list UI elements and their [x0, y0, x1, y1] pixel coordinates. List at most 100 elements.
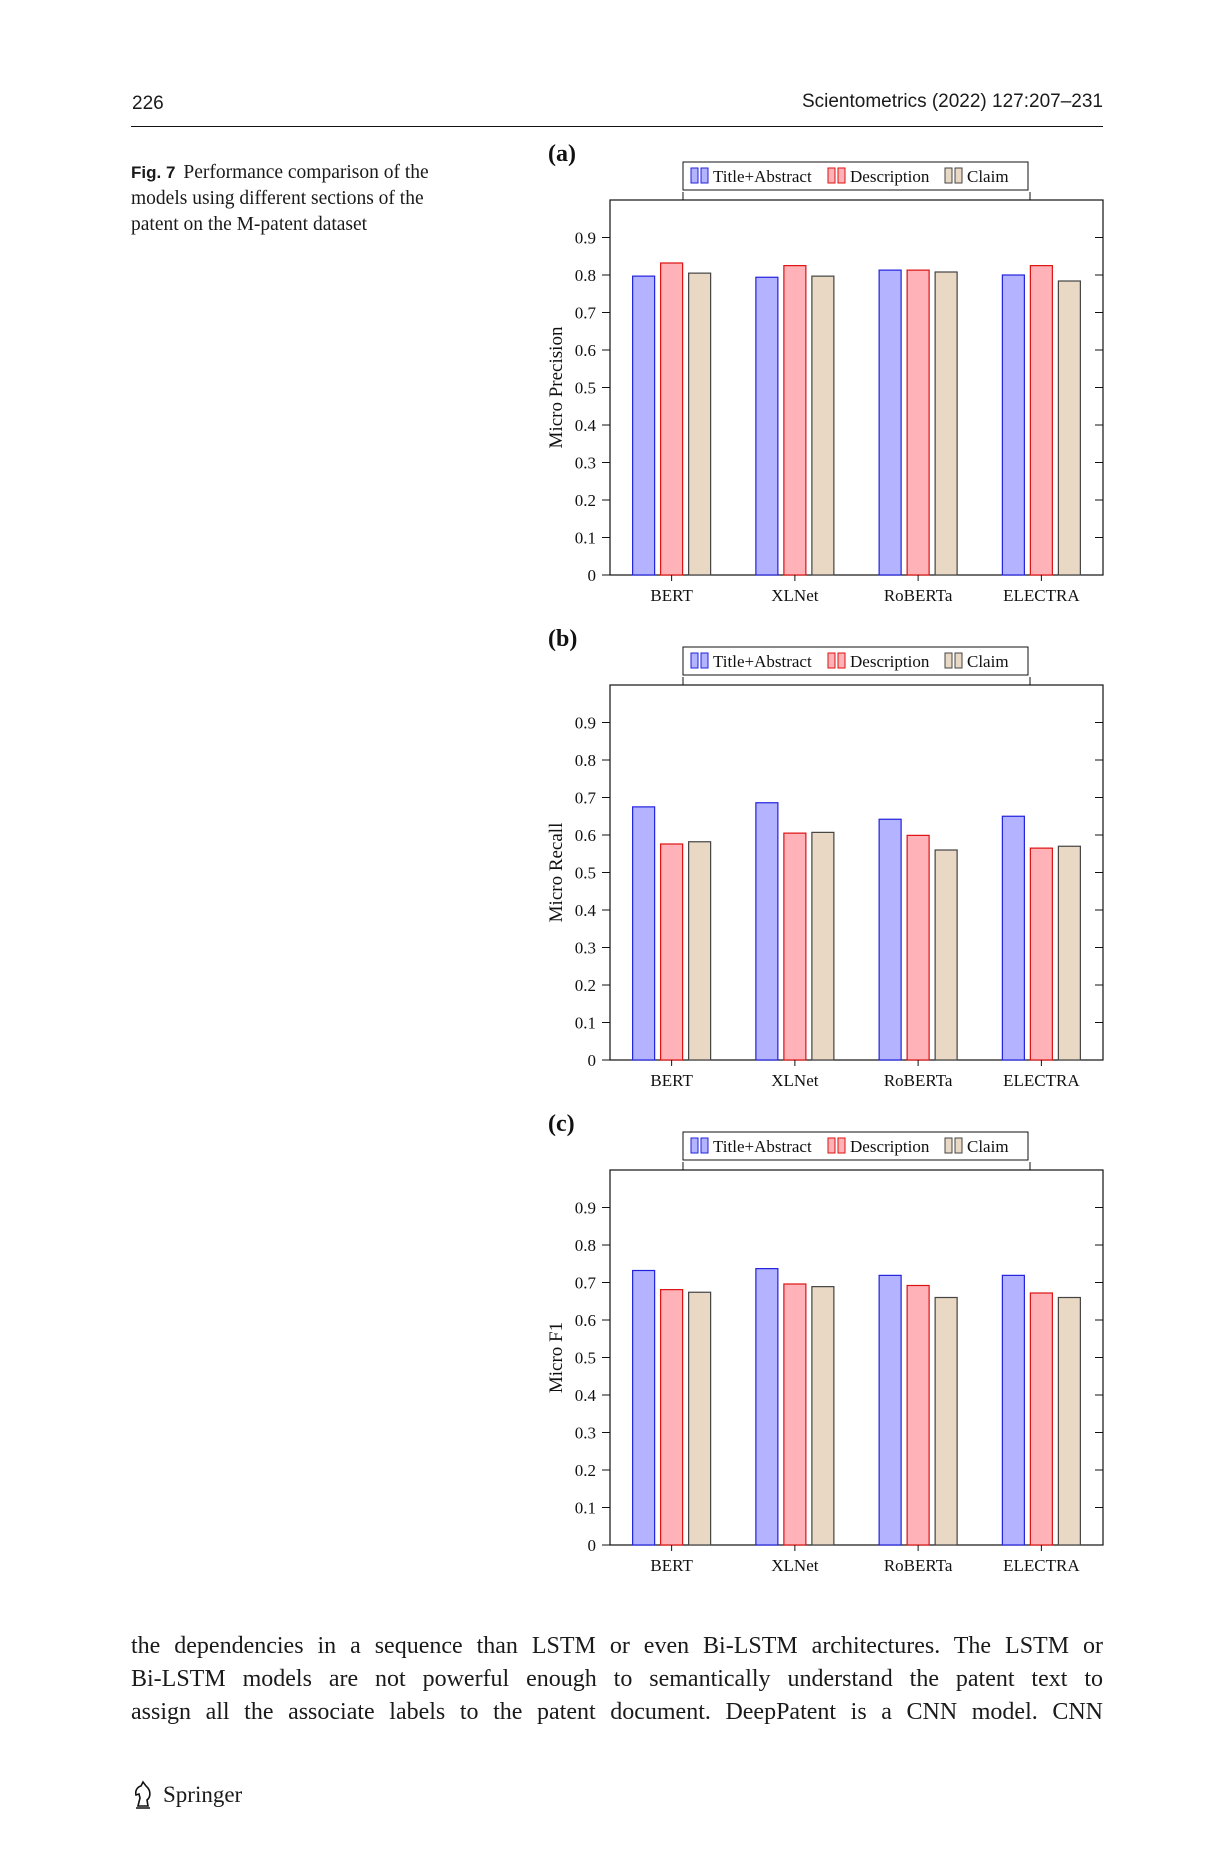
body-line-1: the dependencies in a sequence than LSTM…	[131, 1633, 1103, 1659]
body-line-3: assign all the associate labels to the p…	[131, 1699, 1103, 1725]
bar	[906, 1284, 930, 1546]
bar	[1001, 274, 1025, 576]
y-tick-label: 0.3	[575, 454, 596, 473]
legend-label: Claim	[967, 652, 1009, 671]
legend-swatch	[690, 1137, 699, 1154]
legend-box	[682, 161, 1029, 191]
bar	[632, 1269, 656, 1546]
bar	[811, 275, 835, 576]
y-axis-label: Micro Precision	[546, 326, 567, 448]
x-tick-label: XLNet	[771, 1071, 818, 1090]
bar	[783, 832, 807, 1061]
y-tick-label: 0.5	[575, 1349, 596, 1368]
bar	[878, 818, 902, 1061]
legend-swatch	[827, 652, 836, 669]
bar	[632, 806, 656, 1061]
y-tick-label: 0.7	[575, 304, 597, 323]
bar	[783, 1283, 807, 1546]
y-tick-label: 0.9	[575, 1199, 596, 1218]
bar	[1029, 1292, 1053, 1546]
journal-citation: Scientometrics (2022) 127:207–231	[801, 91, 1103, 112]
bar	[1029, 847, 1053, 1061]
x-tick-label: BERT	[650, 1556, 693, 1575]
body-paragraph: the dependencies in a sequence than LSTM…	[131, 1630, 1103, 1729]
bar	[1001, 1274, 1025, 1546]
y-tick-label: 0	[588, 566, 597, 585]
bar	[934, 271, 958, 576]
plot-frame	[609, 684, 1104, 1061]
x-tick-label: XLNet	[771, 586, 818, 605]
plot-frame	[609, 1169, 1104, 1546]
bar	[783, 265, 807, 576]
publisher-name: Springer	[163, 1782, 243, 1807]
x-tick-label: RoBERTa	[884, 1556, 953, 1575]
legend-swatch	[954, 652, 963, 669]
y-tick-label: 0.7	[575, 1274, 597, 1293]
y-tick-label: 0.7	[575, 789, 597, 808]
legend-swatch	[700, 652, 709, 669]
x-tick-label: BERT	[650, 1071, 693, 1090]
figure-charts: 0 0.1 0.2 0.3 0.4 0.5 0.6 0.7 0.8 0.9 Micro Precis…	[546, 141, 1104, 1575]
x-tick-label: BERT	[650, 586, 693, 605]
bar	[1001, 815, 1025, 1061]
x-tick-label: XLNet	[771, 1556, 818, 1575]
panel-label: (a)	[548, 141, 576, 167]
plot-frame	[609, 199, 1104, 576]
body-line-2: Bi-LSTM models are not powerful enough t…	[131, 1666, 1103, 1692]
y-tick-label: 0.4	[575, 416, 597, 435]
legend-box	[682, 1131, 1029, 1161]
bar	[632, 275, 656, 576]
page-number: 226	[132, 93, 164, 114]
legend-label: Claim	[967, 167, 1009, 186]
bar	[1057, 280, 1081, 576]
y-tick-label: 0.2	[575, 976, 596, 995]
bar	[755, 276, 779, 576]
y-tick-label: 0.3	[575, 939, 596, 958]
y-tick-label: 0.1	[575, 1014, 596, 1033]
legend-box	[682, 646, 1029, 676]
legend-swatch	[690, 167, 699, 184]
bar	[688, 272, 712, 576]
x-tick-label: RoBERTa	[884, 1071, 953, 1090]
bar	[878, 1274, 902, 1546]
y-tick-label: 0.6	[575, 826, 596, 845]
y-tick-label: 0.1	[575, 529, 596, 548]
legend-swatch	[837, 652, 846, 669]
y-tick-label: 0.2	[575, 1461, 596, 1480]
legend-label: Description	[850, 1137, 930, 1156]
y-tick-label: 0.4	[575, 1386, 597, 1405]
bar	[688, 841, 712, 1061]
y-tick-label: 0	[588, 1536, 597, 1555]
y-tick-label: 0.4	[575, 901, 597, 920]
x-tick-label: ELECTRA	[1003, 1556, 1080, 1575]
bar	[755, 1268, 779, 1546]
legend-label: Title+Abstract	[713, 652, 812, 671]
y-tick-label: 0.1	[575, 1499, 596, 1518]
y-tick-label: 0.9	[575, 714, 596, 733]
panel-label: (c)	[548, 1111, 575, 1137]
bar	[755, 802, 779, 1061]
bar	[688, 1291, 712, 1546]
legend-swatch	[827, 1137, 836, 1154]
y-axis-label: Micro F1	[546, 1322, 567, 1393]
legend-swatch	[954, 167, 963, 184]
bar	[934, 849, 958, 1061]
y-tick-label: 0.8	[575, 751, 596, 770]
legend-swatch	[690, 652, 699, 669]
bar	[934, 1296, 958, 1546]
legend-swatch	[954, 1137, 963, 1154]
y-tick-label: 0.6	[575, 341, 596, 360]
bar	[660, 843, 684, 1061]
y-tick-label: 0.8	[575, 1236, 596, 1255]
legend-swatch	[837, 167, 846, 184]
figure-label: Fig. 7	[131, 163, 176, 182]
legend-swatch	[700, 167, 709, 184]
bar	[660, 1289, 684, 1546]
bar	[906, 834, 930, 1061]
legend-swatch	[700, 1137, 709, 1154]
legend-swatch	[944, 652, 953, 669]
panel-label: (b)	[548, 626, 577, 652]
bar	[811, 831, 835, 1061]
y-tick-label: 0	[588, 1051, 597, 1070]
figure-caption: Fig. 7 Performance comparison of the mode…	[131, 160, 431, 238]
